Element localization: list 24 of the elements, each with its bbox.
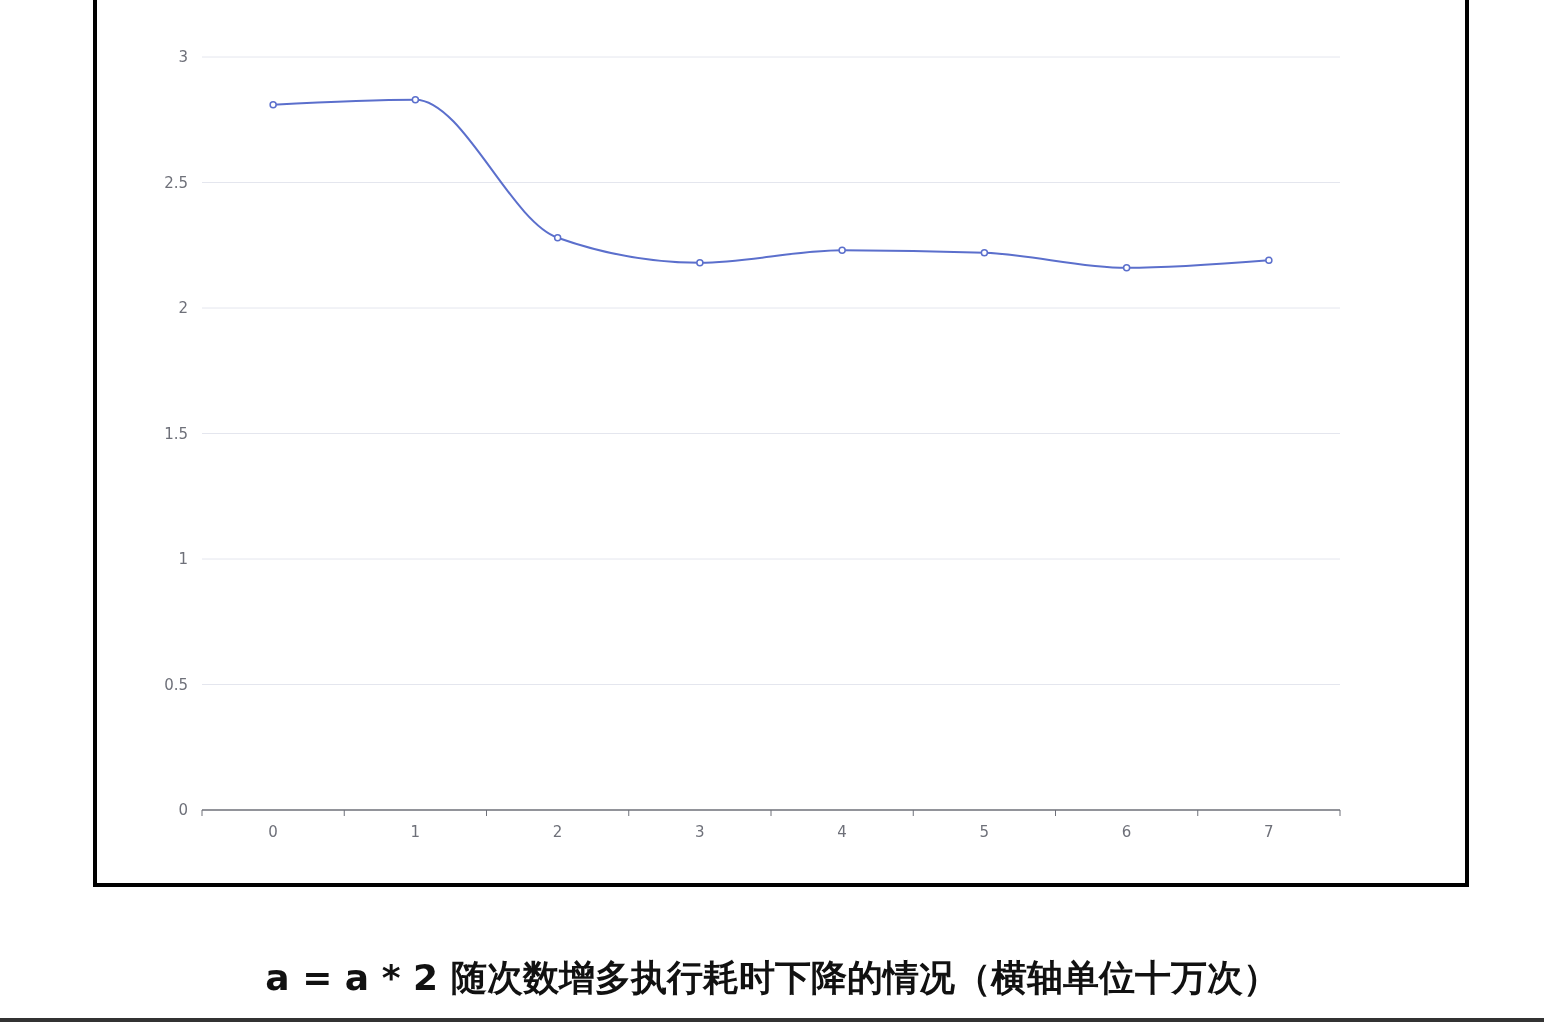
x-tick-label: 4 [837, 823, 847, 841]
x-tick-label: 3 [695, 823, 705, 841]
y-tick-label: 0.5 [164, 675, 188, 694]
y-tick-label: 2.5 [164, 173, 188, 192]
point [269, 100, 277, 109]
y-tick-label: 2 [178, 299, 188, 318]
point [980, 249, 989, 257]
x-tick-label: 7 [1264, 823, 1274, 841]
x-tick-label: 6 [1121, 823, 1132, 841]
point [1265, 256, 1273, 265]
point [838, 246, 846, 255]
y-tick-label: 0 [178, 801, 188, 820]
point [553, 233, 562, 242]
x-tick-label: 5 [979, 823, 990, 841]
x-tick-label: 2 [552, 823, 563, 841]
x-tick-label: 1 [410, 823, 421, 841]
text: a = a * 2 随次数增多执行耗时下降的情况（横轴单位十万次） [265, 957, 1279, 998]
y-tick-label: 1 [178, 550, 188, 569]
point [696, 259, 704, 267]
x-tick-label: 0 [268, 823, 278, 841]
point [411, 95, 420, 104]
y-tick-label: 1.5 [164, 424, 188, 443]
y-tick-label: 3 [178, 48, 188, 67]
point [1122, 264, 1131, 272]
